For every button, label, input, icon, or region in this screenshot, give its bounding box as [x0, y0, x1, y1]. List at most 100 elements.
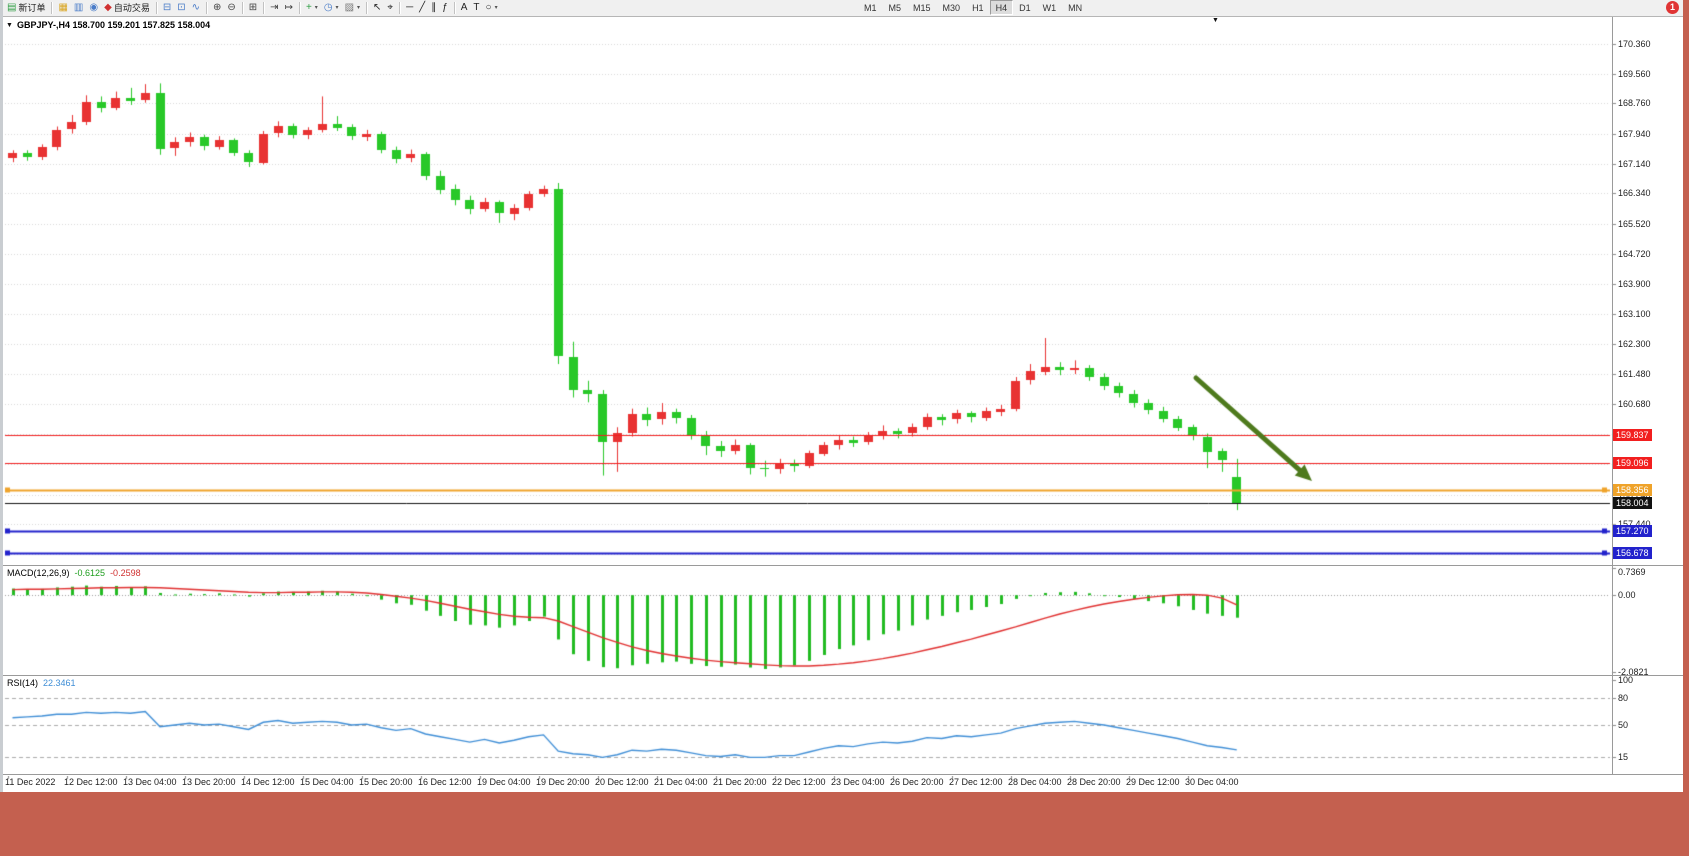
auto-scroll-button[interactable]: ⇥ — [267, 0, 281, 15]
time-axis-label: 22 Dec 12:00 — [772, 777, 826, 787]
time-axis-label: 19 Dec 20:00 — [536, 777, 590, 787]
bar-chart-icon: ⊟ — [162, 2, 172, 13]
toolbar-separator — [399, 1, 401, 14]
time-axis-label: 11 Dec 2022 — [5, 777, 56, 787]
zoom-in-icon: ⊕ — [213, 2, 222, 13]
chart-dropdown-icon[interactable]: ▼ — [6, 21, 13, 29]
toolbar-icon-group: ▤ 新订单 ▦ ▥ ◉ ◆ 自动交易 ⊟ ⊡ ∿ ⊕ ⊖ ⊞ ⇥ ↦ + ▾ ◷ ▾ ▨ ▾ ↖ ⌖ ─ ╱ ∥ ƒ A T ○ ▾ — [4, 0, 501, 15]
time-axis-label: 21 Dec 20:00 — [713, 777, 767, 787]
cursor-icon: ↖ — [373, 2, 382, 13]
timeframe-mn[interactable]: MN — [1068, 2, 1083, 13]
toolbar-separator — [263, 1, 265, 14]
price-tick-label: 157.440 — [1618, 519, 1651, 529]
shapes-button[interactable]: ○ ▾ — [483, 0, 501, 15]
timeframe-w1[interactable]: W1 — [1042, 2, 1057, 13]
channel-button[interactable]: ∥ — [428, 0, 439, 15]
chart-canvas[interactable] — [0, 16, 1683, 792]
tile-windows-button[interactable]: ⊞ — [246, 0, 260, 15]
timeframe-m30[interactable]: M30 — [942, 2, 961, 13]
shapes-icon: ○ — [485, 2, 492, 13]
hline-icon: ─ — [406, 2, 414, 13]
zoom-out-button[interactable]: ⊖ — [224, 0, 238, 15]
timeframe-d1[interactable]: D1 — [1019, 2, 1031, 13]
new-order-button[interactable]: ▤ 新订单 — [4, 0, 48, 15]
timeframe-bar: M1 M5 M15 M30 H1 H4 D1 W1 MN — [858, 0, 1088, 15]
new-chart-button[interactable]: + ▾ — [303, 0, 321, 15]
line-chart-button[interactable]: ∿ — [189, 0, 203, 15]
time-axis-label: 30 Dec 04:00 — [1185, 777, 1239, 787]
fibonacci-button[interactable]: ƒ — [439, 0, 451, 15]
timeframe-m1[interactable]: M1 — [864, 2, 877, 13]
toolbar: ▤ 新订单 ▦ ▥ ◉ ◆ 自动交易 ⊟ ⊡ ∿ ⊕ ⊖ ⊞ ⇥ ↦ + ▾ ◷ ▾ ▨ ▾ ↖ ⌖ ─ ╱ ∥ ƒ A T ○ ▾ M1 M… — [0, 0, 1689, 17]
price-tick-label: 167.140 — [1618, 159, 1651, 169]
candlestick-button[interactable]: ⊡ — [174, 0, 188, 15]
hline-badge-159.096[interactable]: 159.096 — [1613, 457, 1652, 469]
price-tick-label: 168.760 — [1618, 98, 1651, 108]
time-axis-label: 28 Dec 20:00 — [1067, 777, 1121, 787]
text-label-button[interactable]: T — [470, 0, 482, 15]
rsi-scale-label: 80 — [1618, 693, 1629, 703]
timeframe-h1[interactable]: H1 — [972, 2, 984, 13]
crosshair-icon: ⌖ — [387, 2, 394, 13]
trendline-icon: ╱ — [419, 2, 426, 13]
time-axis-label: 12 Dec 12:00 — [64, 777, 118, 787]
rsi-scale-label: 50 — [1618, 720, 1629, 730]
hline-badge-158.004[interactable]: 158.004 — [1613, 497, 1652, 509]
caret-icon: ▾ — [357, 5, 361, 11]
time-axis-label: 20 Dec 12:00 — [595, 777, 649, 787]
navigator-icon: ◉ — [89, 2, 99, 13]
time-axis-label: 28 Dec 04:00 — [1008, 777, 1062, 787]
autotrade-button[interactable]: ◆ 自动交易 — [101, 0, 153, 15]
window-left-edge — [0, 0, 3, 792]
zoom-out-icon: ⊖ — [227, 2, 236, 13]
timeframe-h4[interactable]: H4 — [989, 0, 1014, 15]
time-axis-label: 15 Dec 04:00 — [300, 777, 354, 787]
macd-label: MACD(12,26,9) -0.6125 -0.2598 — [7, 568, 141, 578]
chart-shift-button[interactable]: ↦ — [282, 0, 296, 15]
text-button[interactable]: A — [458, 0, 471, 15]
time-axis-label: 13 Dec 20:00 — [182, 777, 236, 787]
macd-scale-label: 0.00 — [1618, 590, 1636, 600]
cursor-button[interactable]: ↖ — [370, 0, 384, 15]
data-window-button[interactable]: ▥ — [71, 0, 86, 15]
rsi-name: RSI(14) — [7, 678, 39, 688]
trendline-button[interactable]: ╱ — [416, 0, 428, 15]
channel-icon: ∥ — [431, 2, 437, 13]
navigator-button[interactable]: ◉ — [86, 0, 101, 15]
bar-chart-button[interactable]: ⊟ — [160, 0, 174, 15]
zoom-in-button[interactable]: ⊕ — [210, 0, 224, 15]
price-tick-label: 166.340 — [1618, 188, 1651, 198]
macd-value-signal: -0.2598 — [110, 568, 141, 578]
hline-badge-156.678[interactable]: 156.678 — [1613, 547, 1652, 559]
toolbar-separator — [155, 1, 157, 14]
fibonacci-icon: ƒ — [442, 2, 448, 13]
template-button[interactable]: ▨ ▾ — [342, 0, 363, 15]
tile-windows-icon: ⊞ — [248, 2, 258, 13]
hline-badge-158.356[interactable]: 158.356 — [1613, 484, 1652, 496]
crosshair-button[interactable]: ⌖ — [384, 0, 396, 15]
price-tick-label: 163.100 — [1618, 309, 1651, 319]
market-watch-button[interactable]: ▦ — [55, 0, 70, 15]
hline-button[interactable]: ─ — [403, 0, 416, 15]
page-frame-bottom — [0, 792, 1689, 856]
timeframe-m5[interactable]: M5 — [888, 2, 902, 13]
period-icon: ◷ — [323, 2, 333, 13]
price-tick-label: 164.720 — [1618, 249, 1651, 259]
macd-panel-separator[interactable] — [0, 565, 1683, 566]
hline-badge-159.837[interactable]: 159.837 — [1613, 429, 1652, 441]
caret-icon: ▾ — [335, 5, 339, 11]
rsi-scale-label: 100 — [1618, 675, 1634, 685]
time-axis-label: 15 Dec 20:00 — [359, 777, 413, 787]
hline-badge-157.270[interactable]: 157.270 — [1613, 525, 1652, 537]
notification-badge[interactable]: 1 — [1666, 1, 1679, 14]
toolbar-separator — [241, 1, 243, 14]
chart-title-bar: ▼ GBPJPY-,H4 158.700 159.201 157.825 158… — [6, 20, 210, 30]
macd-scale-label: -2.0821 — [1618, 667, 1649, 677]
chart-shift-marker-icon[interactable]: ▼ — [1212, 17, 1219, 24]
text-icon: A — [460, 2, 468, 13]
time-axis-label: 27 Dec 12:00 — [949, 777, 1003, 787]
rsi-panel-separator[interactable] — [0, 675, 1683, 676]
period-button[interactable]: ◷ ▾ — [321, 0, 342, 15]
timeframe-m15[interactable]: M15 — [913, 2, 931, 13]
